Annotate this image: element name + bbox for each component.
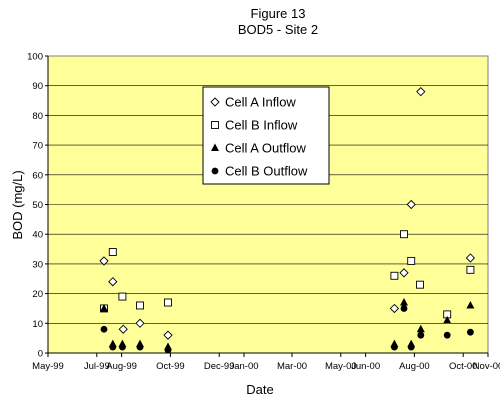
cell-b-inflow-point (164, 298, 172, 307)
x-axis-label: Date (246, 382, 273, 397)
cell-b-outflow-point (119, 343, 126, 351)
legend-marker (211, 167, 219, 175)
cell-a-inflow-point (399, 268, 409, 278)
cell-b-inflow-point (407, 256, 416, 265)
y-tick-label: 20 (32, 289, 43, 300)
series-cell-b-outflow (100, 305, 474, 354)
x-tick-label: Nov-00 (473, 361, 500, 372)
cell-a-outflow-point (443, 315, 452, 324)
series-cell-b-inflow (100, 230, 475, 319)
y-tick-label: 90 (32, 81, 43, 92)
x-tick-label: Oct-00 (449, 361, 478, 372)
cell-a-inflow-point (389, 303, 400, 314)
x-tick-label: Jun-00 (351, 361, 380, 372)
y-tick-label: 100 (27, 52, 43, 63)
cell-a-inflow-point (465, 253, 476, 263)
legend-item-cell-a-outflow: Cell A Outflow (211, 141, 307, 156)
cell-a-inflow-point (118, 324, 128, 334)
y-tick-label: 10 (32, 319, 43, 330)
legend-label: Cell B Outflow (225, 164, 308, 179)
x-tick-label: Jan-00 (229, 361, 258, 372)
legend-item-cell-b-inflow: Cell B Inflow (211, 118, 298, 133)
cell-a-inflow-point (406, 199, 416, 210)
legend-marker (211, 121, 219, 129)
cell-b-outflow-point (400, 305, 408, 312)
cell-b-outflow-point (109, 343, 117, 351)
legend-label: Cell A Outflow (225, 141, 307, 156)
cell-b-inflow-point (118, 292, 127, 301)
cell-b-outflow-point (443, 331, 451, 339)
legend-marker (211, 143, 219, 151)
cell-a-inflow-point (99, 256, 109, 266)
cell-a-inflow-point (163, 330, 173, 340)
cell-a-inflow-point (416, 87, 426, 97)
y-tick-label: 50 (32, 200, 43, 211)
cell-b-outflow-point (100, 325, 108, 333)
cell-b-outflow-point (417, 331, 425, 339)
x-tick-label: Oct-99 (156, 361, 185, 372)
y-tick-label: 40 (32, 230, 43, 241)
cell-b-outflow-point (467, 328, 474, 336)
chart-title: Figure 13 (251, 6, 306, 21)
legend-label: Cell A Inflow (225, 95, 296, 110)
legend-item-cell-b-outflow: Cell B Outflow (211, 164, 308, 179)
y-tick-label: 30 (32, 259, 43, 270)
cell-b-outflow-point (407, 343, 415, 351)
y-tick-label: 0 (38, 349, 43, 360)
cell-b-inflow-point (466, 265, 475, 274)
x-tick-label: Dec-99 (204, 361, 235, 372)
cell-a-outflow-point (100, 303, 108, 312)
legend-label: Cell B Inflow (225, 118, 298, 133)
y-axis-ticks: 0 10 20 30 40 50 60 70 80 90 100 (27, 52, 48, 360)
cell-a-inflow-point (135, 318, 145, 328)
legend: Cell A Inflow Cell B Inflow Cell A Outflow… (202, 86, 330, 185)
cell-a-outflow-point (416, 324, 425, 333)
cell-b-inflow-point (400, 230, 408, 239)
legend-marker (210, 97, 220, 107)
data-points (99, 87, 476, 354)
cell-a-outflow-point (400, 298, 408, 306)
chart-subtitle: BOD5 - Site 2 (238, 22, 318, 37)
x-tick-label: Aug-99 (106, 361, 137, 372)
cell-b-outflow-point (136, 343, 144, 351)
cell-a-outflow-point (466, 300, 475, 309)
cell-b-inflow-point (390, 271, 399, 280)
cell-b-inflow-point (416, 280, 424, 289)
cell-a-inflow-point (108, 277, 118, 287)
cell-b-inflow-point (136, 301, 144, 310)
y-tick-label: 60 (32, 170, 43, 181)
x-tick-label: May-99 (32, 361, 64, 372)
series-cell-a-inflow (99, 87, 476, 340)
legend-box (202, 86, 330, 185)
y-tick-label: 70 (32, 141, 43, 152)
y-tick-label: 80 (32, 111, 43, 122)
y-axis-label: BOD (mg/L) (10, 170, 25, 239)
x-tick-label: Mar-00 (277, 361, 307, 372)
x-tick-label: Aug-00 (399, 361, 430, 372)
cell-b-outflow-point (391, 343, 398, 351)
legend-item-cell-a-inflow: Cell A Inflow (210, 95, 296, 110)
x-tick-label: May-00 (325, 361, 357, 372)
x-tick-label: Jul-99 (84, 361, 110, 372)
cell-b-outflow-point (164, 346, 172, 354)
cell-b-inflow-point (108, 248, 117, 256)
